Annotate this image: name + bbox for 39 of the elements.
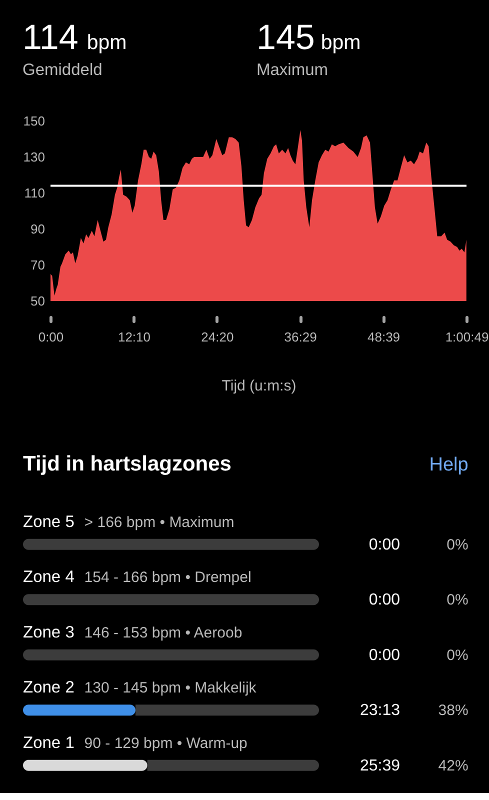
x-tick-label: 0:00 bbox=[38, 330, 64, 344]
data-label: 0% bbox=[446, 536, 468, 554]
x-tick-label: 24:20 bbox=[201, 330, 234, 344]
y-tick-label: Zone 5 bbox=[23, 512, 74, 531]
y-tick-label: 90 bbox=[30, 222, 45, 236]
chart-title: Tijd in hartslagzones bbox=[23, 452, 232, 476]
y-tick-label: Zone 2 bbox=[23, 678, 74, 697]
data-label: 0% bbox=[446, 646, 468, 664]
data-label: 42% bbox=[438, 757, 468, 774]
annotation: 130 - 145 bpm • Makkelijk bbox=[84, 680, 257, 697]
text: Gemiddeld bbox=[22, 61, 102, 79]
annotation: 154 - 166 bpm • Drempel bbox=[84, 569, 252, 586]
y-tick-label: 110 bbox=[24, 186, 45, 200]
x-axis-title: Tijd (u:m:s) bbox=[222, 378, 296, 394]
y-tick-label: Zone 4 bbox=[23, 568, 74, 586]
x-tick-label: 36:29 bbox=[284, 330, 317, 344]
text: 0:00 bbox=[368, 592, 400, 609]
text: 25:39 bbox=[360, 757, 400, 774]
y-tick-label: 150 bbox=[23, 114, 45, 128]
x-tick-label: 48:39 bbox=[368, 330, 400, 344]
y-tick-label: Zone 3 bbox=[23, 623, 74, 642]
text: 0:00 bbox=[368, 646, 400, 664]
text: 0:00 bbox=[368, 536, 400, 554]
x-tick-label: 12:10 bbox=[118, 330, 150, 344]
text: 145 bpm bbox=[256, 18, 361, 57]
text: Help bbox=[429, 454, 468, 476]
text: 23:13 bbox=[360, 702, 400, 720]
y-tick-label: 70 bbox=[30, 258, 45, 272]
data-label: 38% bbox=[438, 702, 468, 720]
y-tick-label: 50 bbox=[30, 294, 45, 308]
data-label: 0% bbox=[446, 592, 468, 609]
text: 114 bpm bbox=[22, 18, 127, 57]
text: Maximum bbox=[256, 61, 328, 79]
y-tick-label: Zone 1 bbox=[23, 734, 74, 752]
annotation: 90 - 129 bpm • Warm-up bbox=[84, 734, 248, 752]
x-tick-label: 1:00:49 bbox=[445, 330, 489, 344]
annotation: 146 - 153 bpm • Aeroob bbox=[84, 624, 242, 642]
y-tick-label: 130 bbox=[23, 150, 45, 164]
annotation: > 166 bpm • Maximum bbox=[84, 514, 234, 531]
